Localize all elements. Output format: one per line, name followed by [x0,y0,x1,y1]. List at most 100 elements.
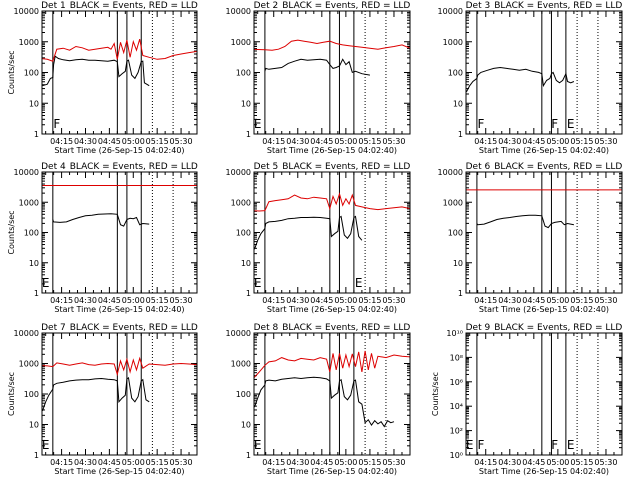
panel-title: Det 4 BLACK = Events, RED = LLD [41,162,198,172]
x-tick-label: 04:15 [474,296,497,305]
y-tick-label: 1000 [443,198,463,207]
panel-det-1: Det 1 BLACK = Events, RED = LLD 1 10 100 1000… [7,1,198,155]
series-black [254,215,363,250]
y-tick-label: 10000 [14,168,39,177]
y-tick-label: 10000 [226,329,251,338]
series-group [254,192,410,250]
marker-label: E [567,438,575,452]
x-axis-label: Start Time (26-Sep-15 04:02:40) [54,146,184,155]
axes-frame [41,332,198,456]
series-group [42,185,197,227]
axes-frame [41,171,198,294]
marker-label: E [355,276,363,290]
x-tick-label: 04:45 [310,137,333,146]
panel-title-legend: BLACK = Events, RED = LLD [282,162,410,172]
panel-det-6: Det 6 BLACK = Events, RED = LLD 1 10 100 1000… [438,162,623,314]
y-tick-label: 1000 [443,38,463,47]
x-tick-label: 05:30 [382,137,405,146]
y-tick-label: 10⁰ [450,451,463,460]
x-tick-label: 05:30 [594,458,617,467]
x-tick-label: 04:15 [262,137,285,146]
x-tick-label: 05:00 [334,458,357,467]
y-tick-label: 10⁴ [450,402,463,411]
x-tick-label: 05:15 [146,296,169,305]
x-tick-label: 04:45 [522,137,545,146]
x-tick-label: 05:00 [122,296,145,305]
series-red [42,356,197,377]
x-tick-label: 05:15 [570,137,593,146]
y-tick-label: 1 [246,289,251,298]
y-tick-label: 100 [236,69,251,78]
x-tick-label: 04:45 [98,296,121,305]
panel-title-legend: BLACK = Events, RED = LLD [70,1,198,11]
x-axis-label: Start Time (26-Sep-15 04:02:40) [267,305,397,314]
panel-title: Det 6 BLACK = Events, RED = LLD [466,162,623,172]
x-tick-label: 04:15 [474,458,497,467]
x-tick-label: 04:15 [50,137,73,146]
series-black [476,214,574,229]
series-group [466,189,622,229]
panel-title: Det 9 BLACK = Events, RED = LLD [466,323,623,333]
y-tick-label: 1000 [231,198,251,207]
y-tick-label: 100 [24,390,39,399]
x-tick-label: 04:30 [498,296,521,305]
panel-title: Det 5 BLACK = Events, RED = LLD [254,162,411,172]
series-group [466,66,575,93]
marker-label: E [254,276,262,290]
axes-frame [465,332,623,456]
series-group [254,39,410,76]
x-tick-label: 05:30 [594,137,617,146]
panel-title-legend: BLACK = Events, RED = LLD [70,162,198,172]
panel-det-4: Det 4 BLACK = Events, RED = LLD 1 10 100 1000… [7,162,198,314]
axes-frame [465,10,623,135]
panel-title: Det 2 BLACK = Events, RED = LLD [254,1,411,11]
y-tick-label: 1 [458,130,463,139]
marker-label: E [42,276,50,290]
x-tick-label: 04:30 [74,458,97,467]
x-tick-label: 05:15 [146,137,169,146]
series-black [466,66,575,93]
panel-det-5: Det 5 BLACK = Events, RED = LLD 1 10 100 1000… [226,162,411,314]
panel-det-9: Det 9 BLACK = Events, RED = LLD 10⁰ 10² 10⁴ 1… [431,323,623,476]
x-tick-label: 04:45 [98,458,121,467]
panel-title-legend: BLACK = Events, RED = LLD [494,162,622,172]
x-tick-label: 04:30 [74,137,97,146]
x-tick-label: 05:30 [594,296,617,305]
x-tick-label: 04:30 [74,296,97,305]
panel-title-legend: BLACK = Events, RED = LLD [282,323,410,333]
y-tick-label: 1 [34,289,39,298]
panel-title-det: Det 2 [254,1,279,11]
panel-title-legend: BLACK = Events, RED = LLD [70,323,198,333]
y-tick-label: 1000 [231,38,251,47]
x-tick-label: 04:30 [498,458,521,467]
y-tick-label: 10000 [438,168,463,177]
panel-title-det: Det 4 [41,162,66,172]
panel-title-legend: BLACK = Events, RED = LLD [494,323,622,333]
marker-label: F [551,438,558,452]
y-tick-label: 10 [29,259,39,268]
series-red [254,192,410,212]
marker-label: E [254,117,262,131]
x-tick-label: 05:30 [170,458,193,467]
panel-title-legend: BLACK = Events, RED = LLD [282,1,410,11]
y-tick-label: 100 [24,69,39,78]
y-tick-label: 10 [453,259,463,268]
x-tick-label: 04:30 [286,137,309,146]
axes-frame [253,10,411,135]
y-tick-label: 10000 [226,7,251,16]
x-tick-label: 04:15 [50,458,73,467]
panel-title-det: Det 7 [41,323,66,333]
series-group [254,350,410,428]
marker-label: F [477,438,484,452]
panel-title-det: Det 9 [466,323,491,333]
x-tick-label: 05:15 [570,296,593,305]
x-tick-label: 05:00 [334,137,357,146]
y-tick-label: 10 [29,421,39,430]
y-tick-label: 10 [453,99,463,108]
y-tick-label: 100 [448,229,463,238]
marker-label: E [567,117,575,131]
x-tick-label: 04:30 [286,296,309,305]
axes-frame [41,10,198,135]
axes-frame [253,332,411,456]
marker-label: F [477,117,484,131]
